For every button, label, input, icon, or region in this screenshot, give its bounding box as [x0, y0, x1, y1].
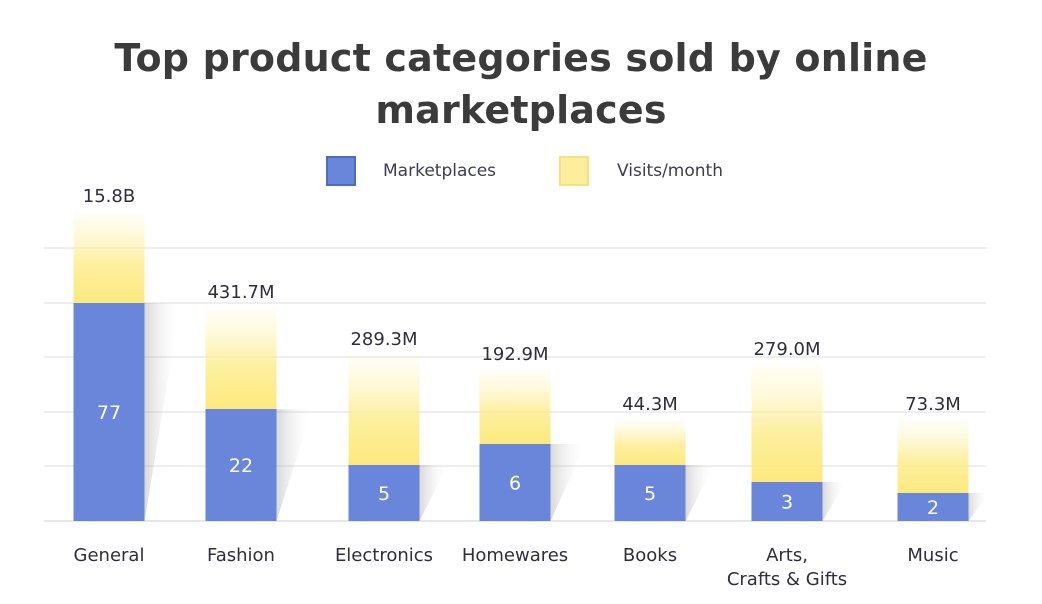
bar-shadow-4	[685, 465, 715, 521]
chart-title: Top product categories sold by online ma…	[114, 36, 928, 132]
bar-marketplaces-1	[205, 409, 277, 521]
category-label-6: Music	[907, 545, 958, 566]
bar-visits-4	[614, 420, 686, 465]
bar-label-marketplaces-2: 5	[378, 483, 390, 505]
bar-visits-6	[897, 420, 969, 493]
bar-shadow-6	[968, 493, 989, 521]
category-label-5-line-0: Arts,	[766, 545, 808, 566]
bar-shadow-2	[419, 465, 449, 521]
legend-swatch-marketplaces	[326, 156, 356, 186]
bar-label-marketplaces-4: 5	[644, 483, 656, 505]
bar-visits-1	[205, 308, 277, 409]
value-label-visits-0: 15.8B	[83, 186, 135, 207]
bar-label-marketplaces-6: 2	[927, 497, 939, 519]
bar-shadow-5	[822, 482, 847, 521]
bar-visits-2	[348, 355, 420, 465]
bar-label-marketplaces-5: 3	[781, 492, 793, 514]
category-label-4: Books	[623, 545, 677, 566]
category-label-1: Fashion	[207, 545, 275, 566]
category-label-3: Homewares	[462, 545, 568, 566]
value-label-visits-5: 279.0M	[753, 339, 820, 360]
bar-visits-5	[751, 365, 823, 482]
category-label-5-line-1: Crafts & Gifts	[727, 569, 847, 590]
bar-marketplaces-4	[614, 465, 686, 521]
value-label-visits-4: 44.3M	[622, 394, 678, 415]
value-label-visits-2: 289.3M	[350, 329, 417, 350]
bar-shadow-0	[144, 303, 181, 521]
bar-shadow-1	[276, 409, 313, 521]
value-label-visits-1: 431.7M	[207, 282, 274, 303]
bar-label-marketplaces-3: 6	[509, 473, 521, 495]
bar-marketplaces-2	[348, 465, 420, 521]
category-label-0: General	[74, 545, 145, 566]
bar-marketplaces-3	[479, 444, 551, 521]
category-label-2: Electronics	[335, 545, 433, 566]
bar-marketplaces-6	[897, 493, 969, 521]
bar-visits-0	[73, 212, 145, 303]
value-label-visits-6: 73.3M	[905, 394, 961, 415]
legend-swatch-visits	[559, 156, 589, 186]
bar-marketplaces-0	[73, 303, 145, 521]
bar-label-marketplaces-1: 22	[229, 455, 253, 477]
legend-label-visits: Visits/month	[617, 161, 723, 181]
bar-shadow-3	[550, 444, 586, 521]
bar-label-marketplaces-0: 77	[97, 402, 121, 424]
value-label-visits-3: 192.9M	[481, 344, 548, 365]
bar-marketplaces-5	[751, 482, 823, 521]
bar-visits-3	[479, 370, 551, 444]
legend-label-marketplaces: Marketplaces	[383, 161, 497, 181]
